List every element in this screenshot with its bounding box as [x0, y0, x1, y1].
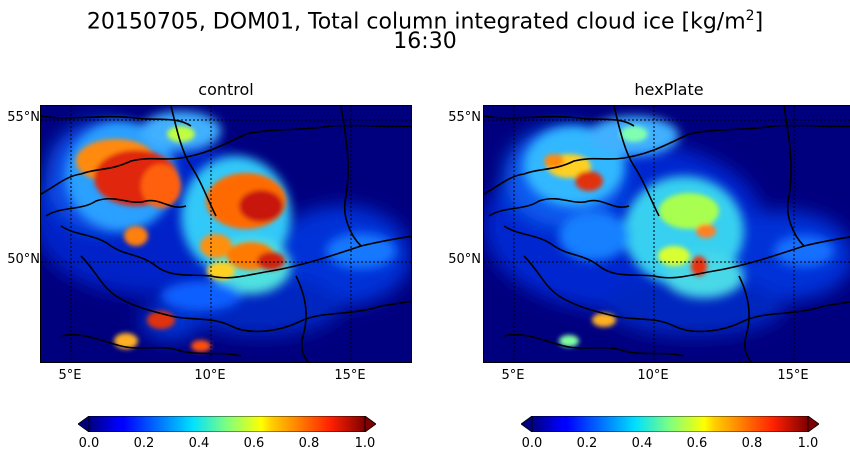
- map-panel-control: [40, 105, 412, 363]
- colorbar-tick-label: 0.2: [576, 436, 598, 451]
- panel-title-hexplate: hexPlate: [634, 80, 704, 99]
- coastlines-borders: [41, 106, 411, 362]
- graticule: [484, 106, 850, 362]
- lat-label-55n-left: 55°N: [7, 110, 40, 125]
- lon-label-15e-left: 15°E: [334, 368, 366, 383]
- colorbar-tick-label: 0.2: [133, 436, 155, 451]
- lon-label-10e-right: 10°E: [637, 368, 669, 383]
- cloud-layer-high: [76, 126, 286, 352]
- colorbar-control: [77, 415, 377, 436]
- colorbar-tick-label: 0.0: [78, 436, 100, 451]
- figure-title: 20150705, DOM01, Total column integrated…: [86, 8, 764, 35]
- colorbar-tick-label: 0.4: [188, 436, 210, 451]
- lat-label-50n-right: 50°N: [448, 252, 481, 267]
- colorbar-tick-label: 0.8: [741, 436, 763, 451]
- lon-label-5e-left: 5°E: [58, 368, 82, 383]
- lon-label-15e-right: 15°E: [777, 368, 809, 383]
- colorbar-tick-label: 1.0: [354, 436, 376, 451]
- colorbar-tick-label: 0.4: [631, 436, 653, 451]
- colorbar-tick-label: 0.6: [243, 436, 265, 451]
- coastlines-borders: [484, 106, 850, 362]
- graticule: [41, 106, 411, 362]
- colorbar-tick-label: 0.6: [686, 436, 708, 451]
- figure-subtitle-time: 16:30: [393, 29, 457, 54]
- map-panel-hexplate: [483, 105, 850, 363]
- colorbar-tick-label: 0.8: [298, 436, 320, 451]
- panel-title-control: control: [198, 80, 254, 99]
- lat-label-55n-right: 55°N: [448, 110, 481, 125]
- colorbar-hexplate: [520, 415, 820, 436]
- lon-label-10e-left: 10°E: [194, 368, 226, 383]
- colorbar-tick-label: 1.0: [797, 436, 819, 451]
- cloud-layer-high: [544, 126, 719, 347]
- lat-label-50n-left: 50°N: [7, 252, 40, 267]
- lon-label-5e-right: 5°E: [501, 368, 525, 383]
- colorbar-tick-label: 0.0: [521, 436, 543, 451]
